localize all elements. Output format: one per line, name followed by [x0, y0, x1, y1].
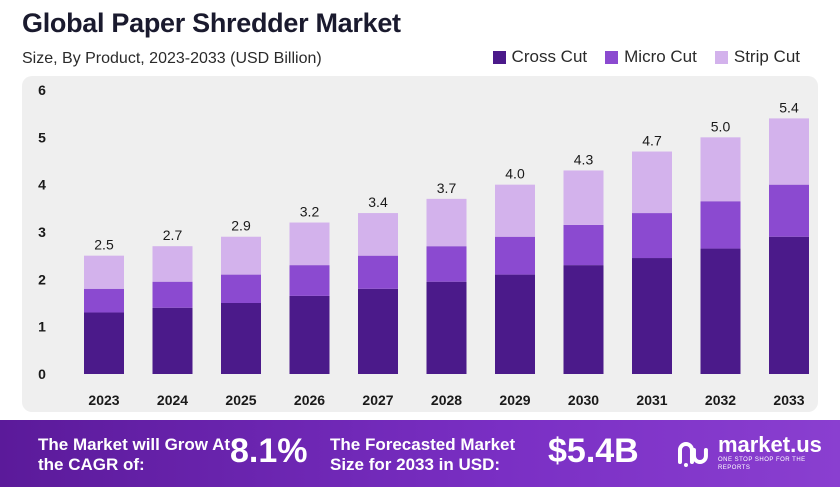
bar-segment-strip-cut: [289, 222, 330, 266]
bar-total-label: 3.7: [437, 180, 457, 196]
legend-item-cross-cut: Cross Cut: [492, 47, 588, 67]
bar-segment-cross-cut: [84, 312, 124, 374]
cagr-text: The Market will Grow At the CAGR of:: [38, 435, 231, 474]
x-tick-label: 2027: [362, 392, 393, 408]
legend-label: Cross Cut: [511, 47, 588, 66]
bar-total-label: 4.3: [574, 151, 594, 167]
y-tick-label: 5: [38, 129, 46, 145]
bar-total-label: 2.5: [94, 237, 114, 253]
x-tick-label: 2030: [568, 392, 599, 408]
x-tick-label: 2031: [636, 392, 667, 408]
legend-label: Micro Cut: [624, 47, 697, 66]
bar-total-label: 3.2: [300, 204, 320, 220]
bar-total-label: 4.7: [642, 133, 662, 149]
y-tick-label: 1: [38, 319, 46, 335]
bar-segment-micro-cut: [221, 274, 261, 303]
bar-segment-strip-cut: [358, 213, 398, 256]
bar-segment-cross-cut: [769, 236, 809, 374]
chart-subtitle: Size, By Product, 2023-2033 (USD Billion…: [22, 50, 322, 67]
bar-segment-micro-cut: [289, 265, 330, 296]
bar-segment-strip-cut: [563, 170, 604, 225]
bar-segment-cross-cut: [426, 281, 467, 374]
forecast-value: $5.4B: [548, 432, 639, 470]
bar-segment-cross-cut: [495, 274, 535, 374]
y-tick-label: 2: [38, 271, 46, 287]
x-tick-label: 2023: [88, 392, 119, 408]
bar-segment-micro-cut: [152, 281, 193, 308]
brand-name: market.us: [717, 432, 822, 457]
brand-tagline: ONE STOP SHOP FOR THE REPORTS: [717, 457, 806, 471]
x-tick-label: 2024: [157, 392, 188, 408]
legend: Cross Cut Micro Cut Strip Cut: [492, 47, 800, 67]
bar-segment-strip-cut: [221, 236, 261, 275]
chart-title: Global Paper Shredder Market: [22, 8, 401, 38]
legend-swatch: [492, 50, 506, 64]
bar-segment-micro-cut: [563, 224, 604, 266]
x-tick-label: 2032: [705, 392, 736, 408]
footer-banner: The Market will Grow At the CAGR of: 8.1…: [0, 420, 840, 487]
bar-segment-strip-cut: [495, 184, 535, 237]
bar-segment-cross-cut: [700, 248, 741, 374]
x-tick-label: 2033: [773, 392, 804, 408]
cagr-value: 8.1%: [230, 432, 308, 470]
bar-segment-strip-cut: [632, 151, 672, 214]
bar-segment-cross-cut: [289, 295, 330, 374]
legend-swatch: [714, 50, 728, 64]
bar-segment-micro-cut: [495, 236, 535, 275]
market-us-logo-icon: [677, 442, 708, 467]
brand-logo: market.us ONE STOP SHOP FOR THE REPORTS: [676, 434, 840, 472]
stacked-bar-chart: 0 1 2 3 4 5 6 2.5 2023 2.7 2024 2.9 2025 3.2 2026 3.4 20…: [38, 82, 809, 408]
bar-total-label: 2.7: [163, 227, 183, 243]
bar-segment-micro-cut: [632, 213, 672, 259]
bar-segment-cross-cut: [358, 288, 398, 374]
bar-segment-micro-cut: [84, 288, 124, 313]
y-tick-label: 4: [38, 177, 46, 193]
bar-total-label: 5.4: [779, 99, 799, 115]
bar-total-label: 4.0: [505, 166, 525, 182]
x-tick-label: 2029: [499, 392, 530, 408]
bar-total-label: 3.4: [368, 194, 388, 210]
x-tick-label: 2026: [294, 392, 325, 408]
bar-segment-strip-cut: [84, 255, 124, 289]
bar-segment-cross-cut: [152, 307, 193, 374]
bar-segment-strip-cut: [152, 246, 193, 282]
bar-segment-cross-cut: [632, 258, 672, 374]
bar-segment-micro-cut: [700, 201, 741, 249]
bar-segment-micro-cut: [769, 184, 809, 237]
y-tick-label: 6: [38, 82, 46, 98]
bar-segment-strip-cut: [769, 118, 809, 185]
forecast-text: The Forecasted Market Size for 2033 in U…: [330, 435, 516, 474]
bar-segment-cross-cut: [563, 265, 604, 374]
bar-segment-micro-cut: [358, 255, 398, 289]
bar-total-label: 5.0: [711, 118, 731, 134]
x-tick-label: 2028: [431, 392, 462, 408]
bar-segment-strip-cut: [700, 137, 741, 202]
bar-total-label: 2.9: [231, 218, 251, 234]
y-tick-label: 3: [38, 224, 46, 240]
legend-label: Strip Cut: [733, 47, 800, 66]
bar-segment-cross-cut: [221, 303, 261, 374]
legend-item-micro-cut: Micro Cut: [605, 47, 697, 67]
legend-item-strip-cut: Strip Cut: [714, 47, 800, 67]
bar-segment-micro-cut: [426, 246, 467, 282]
x-tick-label: 2025: [225, 392, 256, 408]
bar-segment-strip-cut: [426, 198, 467, 247]
y-tick-label: 0: [38, 366, 46, 382]
legend-swatch: [605, 50, 619, 64]
